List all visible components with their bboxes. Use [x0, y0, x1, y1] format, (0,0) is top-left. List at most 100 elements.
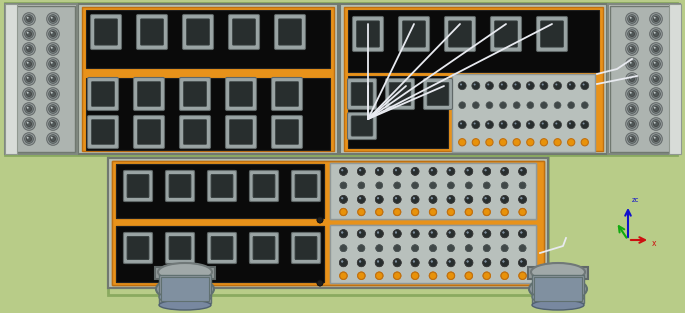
FancyBboxPatch shape — [208, 171, 236, 202]
Circle shape — [521, 260, 523, 263]
Circle shape — [412, 245, 419, 252]
Circle shape — [340, 167, 347, 175]
Bar — [161, 277, 209, 301]
Circle shape — [627, 90, 636, 98]
Circle shape — [395, 260, 397, 263]
Circle shape — [377, 169, 379, 171]
FancyBboxPatch shape — [127, 174, 149, 198]
FancyBboxPatch shape — [179, 78, 210, 110]
Circle shape — [625, 103, 638, 115]
FancyBboxPatch shape — [253, 174, 275, 198]
Circle shape — [25, 30, 34, 38]
Circle shape — [447, 230, 455, 238]
FancyBboxPatch shape — [229, 120, 253, 144]
Ellipse shape — [531, 263, 585, 281]
Circle shape — [429, 272, 436, 280]
Circle shape — [627, 105, 636, 113]
Circle shape — [651, 59, 660, 69]
Circle shape — [376, 208, 383, 216]
Circle shape — [501, 122, 503, 125]
Circle shape — [521, 169, 523, 171]
Circle shape — [653, 122, 656, 124]
Circle shape — [553, 121, 562, 129]
Circle shape — [519, 182, 526, 189]
Circle shape — [27, 92, 29, 94]
Circle shape — [341, 197, 343, 199]
FancyBboxPatch shape — [91, 120, 114, 144]
Circle shape — [375, 259, 384, 267]
Circle shape — [376, 245, 383, 252]
Bar — [340, 4, 607, 154]
Circle shape — [653, 91, 658, 96]
Circle shape — [460, 122, 462, 125]
Circle shape — [317, 280, 323, 286]
Circle shape — [339, 230, 347, 238]
FancyBboxPatch shape — [275, 14, 306, 49]
Circle shape — [51, 76, 55, 81]
Circle shape — [651, 105, 660, 113]
Circle shape — [51, 17, 53, 19]
Circle shape — [25, 135, 34, 143]
Circle shape — [51, 91, 55, 96]
Circle shape — [630, 106, 634, 111]
Bar — [330, 163, 536, 219]
Circle shape — [466, 169, 469, 171]
Circle shape — [431, 169, 433, 171]
Bar — [348, 10, 599, 72]
Circle shape — [483, 259, 490, 267]
Circle shape — [447, 272, 455, 280]
Bar — [534, 277, 582, 301]
Circle shape — [484, 182, 490, 189]
Ellipse shape — [156, 277, 214, 301]
Circle shape — [486, 82, 493, 90]
Circle shape — [503, 197, 504, 199]
Circle shape — [51, 121, 55, 126]
Circle shape — [429, 182, 436, 189]
Circle shape — [653, 106, 658, 111]
FancyBboxPatch shape — [186, 19, 210, 45]
FancyBboxPatch shape — [389, 82, 411, 106]
Circle shape — [501, 272, 508, 280]
Circle shape — [359, 169, 361, 171]
Circle shape — [501, 272, 508, 280]
Circle shape — [25, 74, 34, 83]
Circle shape — [502, 260, 504, 263]
Circle shape — [501, 245, 508, 252]
Circle shape — [413, 232, 415, 233]
Circle shape — [340, 167, 347, 175]
Circle shape — [630, 92, 632, 94]
Circle shape — [521, 232, 523, 233]
Circle shape — [501, 196, 508, 203]
Circle shape — [521, 197, 523, 199]
Circle shape — [340, 208, 347, 216]
Circle shape — [394, 245, 401, 252]
Circle shape — [429, 272, 436, 280]
Circle shape — [484, 260, 486, 263]
Circle shape — [483, 196, 490, 203]
Circle shape — [465, 208, 473, 216]
Circle shape — [483, 208, 490, 216]
Circle shape — [458, 82, 466, 90]
Bar — [7, 6, 75, 152]
Circle shape — [49, 30, 58, 38]
Circle shape — [627, 59, 636, 69]
Circle shape — [358, 230, 365, 238]
Circle shape — [49, 90, 58, 98]
Circle shape — [483, 230, 490, 238]
Circle shape — [649, 133, 662, 145]
Circle shape — [449, 232, 451, 233]
Circle shape — [377, 260, 379, 263]
Circle shape — [429, 230, 437, 238]
Circle shape — [447, 272, 455, 280]
Circle shape — [625, 73, 638, 85]
Circle shape — [567, 121, 575, 129]
Circle shape — [23, 118, 36, 130]
Circle shape — [412, 245, 419, 252]
Circle shape — [569, 84, 571, 85]
FancyBboxPatch shape — [271, 78, 303, 110]
Circle shape — [25, 15, 34, 23]
Circle shape — [51, 46, 55, 52]
Circle shape — [25, 90, 34, 98]
Circle shape — [412, 208, 419, 216]
Circle shape — [341, 260, 343, 263]
